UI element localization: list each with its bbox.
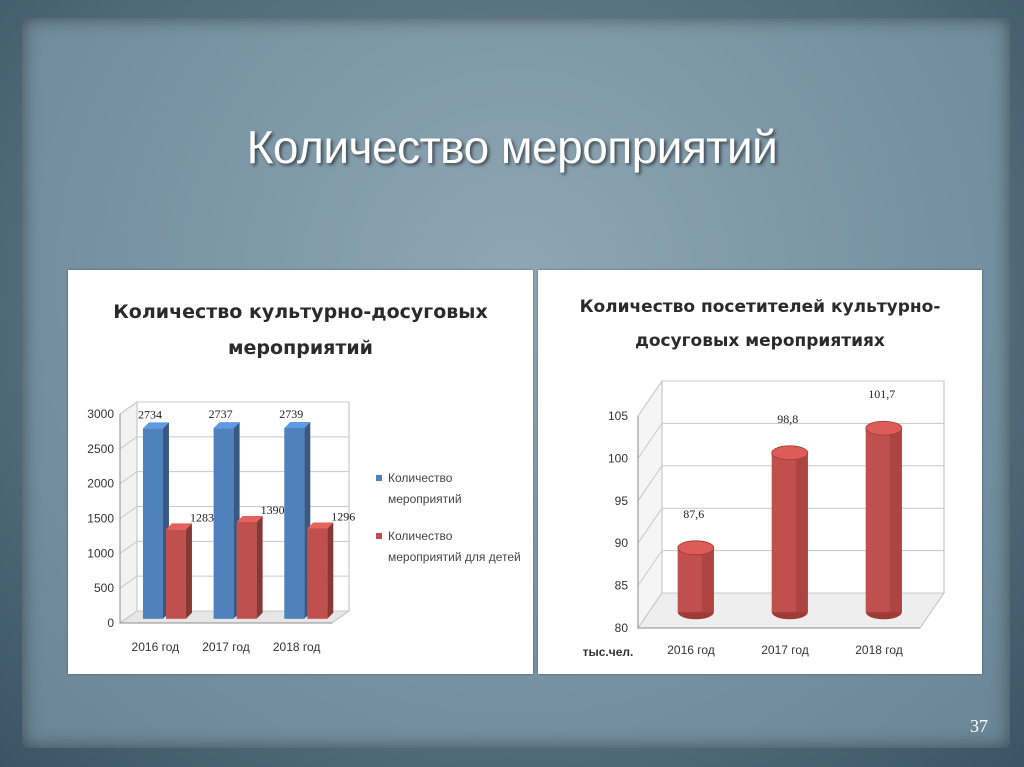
gridline — [119, 610, 349, 624]
y-tick-label: 3000 — [87, 407, 114, 421]
bar-events — [284, 427, 305, 619]
y-tick-label: 90 — [615, 536, 629, 550]
bar-chart-events: 0 500 1000 1500 2000 2500 3000 2734 1283 2016 год… — [87, 401, 521, 654]
bar-top — [236, 515, 263, 522]
legend-label: мероприятий для детей — [388, 550, 521, 564]
data-label: 1296 — [331, 510, 355, 524]
data-label: 1283 — [190, 510, 214, 524]
chart-title-line: Количество посетителей культурно- — [579, 297, 941, 317]
x-tick-label: 2016 год — [132, 640, 180, 654]
gridline — [119, 401, 349, 415]
bar-events-children — [307, 528, 328, 619]
cylinder-top — [677, 540, 715, 556]
page-number: 37 — [970, 716, 988, 736]
bar-events-children — [236, 521, 257, 619]
gridline — [637, 507, 944, 544]
legend-label: Количество — [388, 529, 453, 543]
chart-panel-visitors: Количество посетителей культурно- досуго… — [538, 270, 982, 674]
chart-panel-events: Количество культурно-досуговых мероприят… — [68, 270, 533, 674]
cylinder-top — [865, 420, 903, 436]
side-wall — [637, 379, 663, 630]
data-label: 101,7 — [868, 387, 895, 401]
x-tick-label: 2016 год — [667, 643, 715, 657]
gridline — [637, 422, 944, 459]
bar-top — [213, 422, 240, 429]
unit-label: тыс.чел. — [583, 645, 634, 659]
bar-events — [142, 428, 163, 619]
gridline — [119, 436, 349, 450]
y-tick-label: 1000 — [87, 546, 114, 560]
y-tick-label: 0 — [107, 616, 114, 630]
chart-title-line: мероприятий — [228, 337, 373, 359]
legend-swatch — [376, 475, 382, 481]
legend-label: мероприятий — [388, 492, 462, 506]
gridline — [119, 540, 349, 554]
gridline — [119, 575, 349, 589]
chart-title-events: Количество культурно-досуговых мероприят… — [68, 294, 533, 366]
chart-title-line: досуговых мероприятиях — [635, 331, 885, 351]
y-tick-label: 1500 — [87, 512, 114, 526]
x-tick-label: 2017 год — [202, 640, 250, 654]
bar-events-children — [165, 529, 186, 619]
data-label: 98,8 — [777, 412, 798, 426]
slide-title: Количество мероприятий — [246, 121, 778, 173]
legend-label: Количество — [388, 471, 453, 485]
gridline — [637, 592, 944, 629]
gridline — [637, 465, 944, 502]
cylinder-shadow — [701, 547, 714, 613]
x-tick-label: 2018 год — [855, 643, 903, 657]
bar-chart-visitors: 80 85 90 95 100 105 87,6 2016 год 98,8 2017 год 10… — [583, 379, 945, 659]
gridline — [119, 506, 349, 519]
legend-swatch — [376, 533, 382, 539]
bar-top — [165, 523, 192, 530]
chart-title-visitors: Количество посетителей культурно- досуго… — [538, 290, 982, 358]
y-tick-label: 105 — [608, 409, 628, 423]
cylinder-top — [771, 445, 809, 461]
bar-events — [213, 428, 234, 619]
cylinder-shadow — [795, 452, 808, 613]
gridline — [637, 550, 944, 586]
bar-side — [256, 515, 263, 619]
y-tick-label: 2500 — [87, 442, 114, 456]
x-tick-label: 2017 год — [761, 643, 809, 657]
cylinder-shadow — [889, 428, 902, 613]
bar-top — [142, 422, 169, 429]
data-label: 2737 — [209, 407, 233, 421]
data-label: 2734 — [138, 407, 162, 421]
chart-title-line: Количество культурно-досуговых — [113, 301, 488, 323]
data-label: 87,6 — [683, 507, 704, 521]
x-tick-label: 2018 год — [273, 640, 321, 654]
data-label: 2739 — [279, 407, 303, 421]
data-label: 1390 — [261, 503, 285, 517]
bar-side — [327, 522, 334, 619]
y-tick-label: 100 — [608, 451, 628, 465]
y-tick-label: 80 — [615, 621, 629, 635]
bar-top — [307, 522, 334, 529]
y-tick-label: 85 — [615, 579, 629, 593]
bar-top — [284, 421, 311, 428]
y-tick-label: 95 — [615, 494, 629, 508]
gridline — [637, 380, 944, 417]
bar-side — [185, 523, 192, 619]
y-tick-label: 500 — [94, 581, 114, 595]
gridline — [119, 471, 349, 485]
y-tick-label: 2000 — [87, 477, 114, 491]
